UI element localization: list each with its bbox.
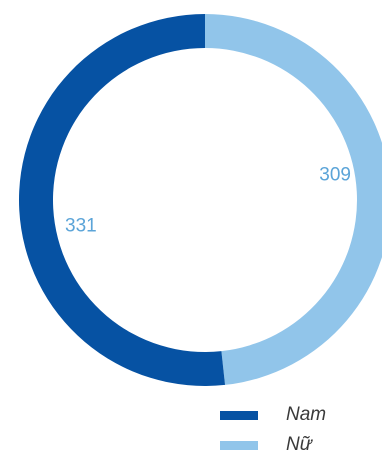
legend: Nam Nữ <box>220 400 380 460</box>
legend-item-nu: Nữ <box>220 430 380 460</box>
legend-label-nu: Nữ <box>286 434 312 455</box>
legend-swatch-nam <box>220 410 258 420</box>
donut-slice-nam <box>18 14 226 387</box>
donut-slice-nu <box>205 14 382 385</box>
data-label-nu: 309 <box>319 165 351 186</box>
legend-swatch-nu <box>220 440 258 450</box>
legend-label-nam: Nam <box>286 404 327 425</box>
legend-item-nam: Nam <box>220 400 380 430</box>
data-label-nam: 331 <box>65 215 97 236</box>
